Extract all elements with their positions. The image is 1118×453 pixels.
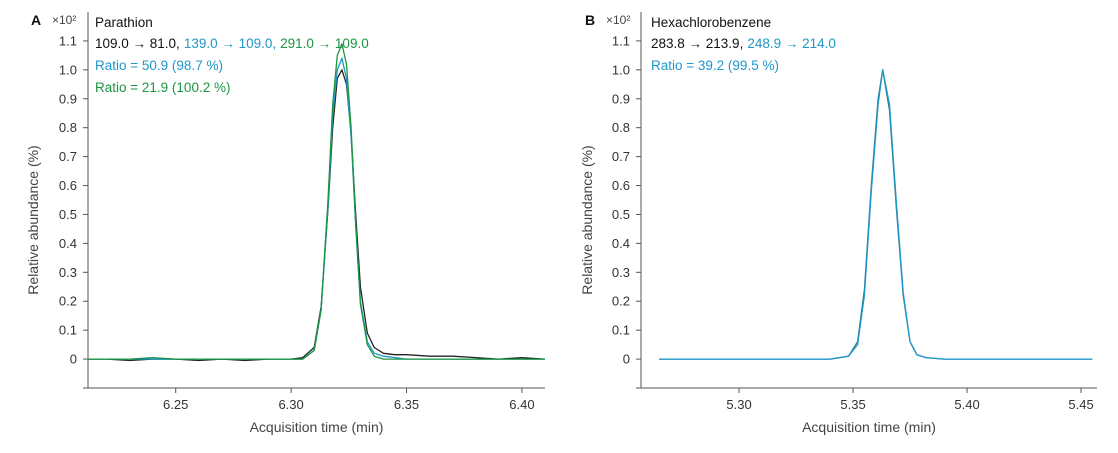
legend-entry: 139.0 → 109.0, — [184, 36, 276, 51]
y-tick-label: 0.8 — [612, 120, 630, 135]
y-tick-label: 0.2 — [59, 294, 77, 309]
chart-panel-a: 0 0.1 0.2 0.3 0.4 0.5 0.6 0.7 0.8 0.9 1.0 1.1 6.25 6.… — [25, 12, 546, 435]
y-tick-label: 0.7 — [59, 149, 77, 164]
y-tick-label: 1.0 — [59, 62, 77, 77]
y-tick-label: 0.4 — [59, 236, 77, 251]
series-line — [659, 69, 1093, 360]
chart-title: Parathion — [95, 15, 153, 30]
x-tick-label: 6.35 — [394, 397, 419, 412]
x-axis-label: Acquisition time (min) — [802, 419, 936, 435]
y-tick-label: 0.2 — [612, 294, 630, 309]
x-tick-label: 5.35 — [840, 397, 865, 412]
y-tick-label: 0.6 — [59, 178, 77, 193]
y-tick-label: 0.9 — [59, 91, 77, 106]
y-tick-label: 0 — [70, 352, 77, 367]
panel-letter: A — [31, 12, 41, 28]
transition-legend: 283.8 → 213.9, 248.9 → 214.0 — [651, 36, 836, 51]
series-line — [88, 43, 545, 360]
chart-title: Hexachlorobenzene — [651, 15, 771, 30]
y-tick-label: 1.1 — [59, 33, 77, 48]
y-tick-label: 0 — [623, 352, 630, 367]
x-tick-label: 5.30 — [726, 397, 751, 412]
x-tick-label: 6.30 — [278, 397, 303, 412]
y-tick-label: 0.1 — [59, 323, 77, 338]
y-tick-label: 0.7 — [612, 149, 630, 164]
x-axis-label: Acquisition time (min) — [250, 419, 384, 435]
series-line — [88, 57, 545, 360]
scale-label: ×10² — [606, 13, 630, 27]
scale-label: ×10² — [52, 13, 76, 27]
ratio-label: Ratio = 50.9 (98.7 %) — [95, 58, 223, 73]
y-tick-label: 0.9 — [612, 91, 630, 106]
x-tick-label: 6.25 — [163, 397, 188, 412]
legend-entry: 291.0 → 109.0 — [280, 36, 369, 51]
legend-entry: 283.8 → 213.9, — [651, 36, 743, 51]
x-tick-label: 5.45 — [1068, 397, 1093, 412]
y-tick-label: 1.0 — [612, 62, 630, 77]
y-tick-label: 0.5 — [59, 207, 77, 222]
x-tick-label: 6.40 — [509, 397, 534, 412]
y-tick-label: 0.6 — [612, 178, 630, 193]
series-line — [659, 69, 1093, 360]
y-axis-label: Relative abundance (%) — [25, 145, 41, 294]
y-tick-label: 1.1 — [612, 33, 630, 48]
y-tick-label: 0.5 — [612, 207, 630, 222]
y-tick-label: 0.8 — [59, 120, 77, 135]
legend-entry: 248.9 → 214.0 — [747, 36, 836, 51]
y-axis-label: Relative abundance (%) — [579, 145, 595, 294]
legend-entry: 109.0 → 81.0, — [95, 36, 180, 51]
ratio-label: Ratio = 39.2 (99.5 %) — [651, 58, 779, 73]
y-tick-label: 0.1 — [612, 323, 630, 338]
y-tick-label: 0.4 — [612, 236, 630, 251]
ratio-label: Ratio = 21.9 (100.2 %) — [95, 80, 230, 95]
panel-letter: B — [585, 12, 595, 28]
x-tick-label: 5.40 — [954, 397, 979, 412]
y-tick-label: 0.3 — [59, 265, 77, 280]
y-tick-label: 0.3 — [612, 265, 630, 280]
chart-panel-b: 0 0.1 0.2 0.3 0.4 0.5 0.6 0.7 0.8 0.9 1.0 1.1 5.30 5.… — [579, 12, 1097, 435]
transition-legend: 109.0 → 81.0, 139.0 → 109.0, 291.0 → 109.0 — [95, 36, 369, 51]
series-line — [88, 69, 546, 362]
